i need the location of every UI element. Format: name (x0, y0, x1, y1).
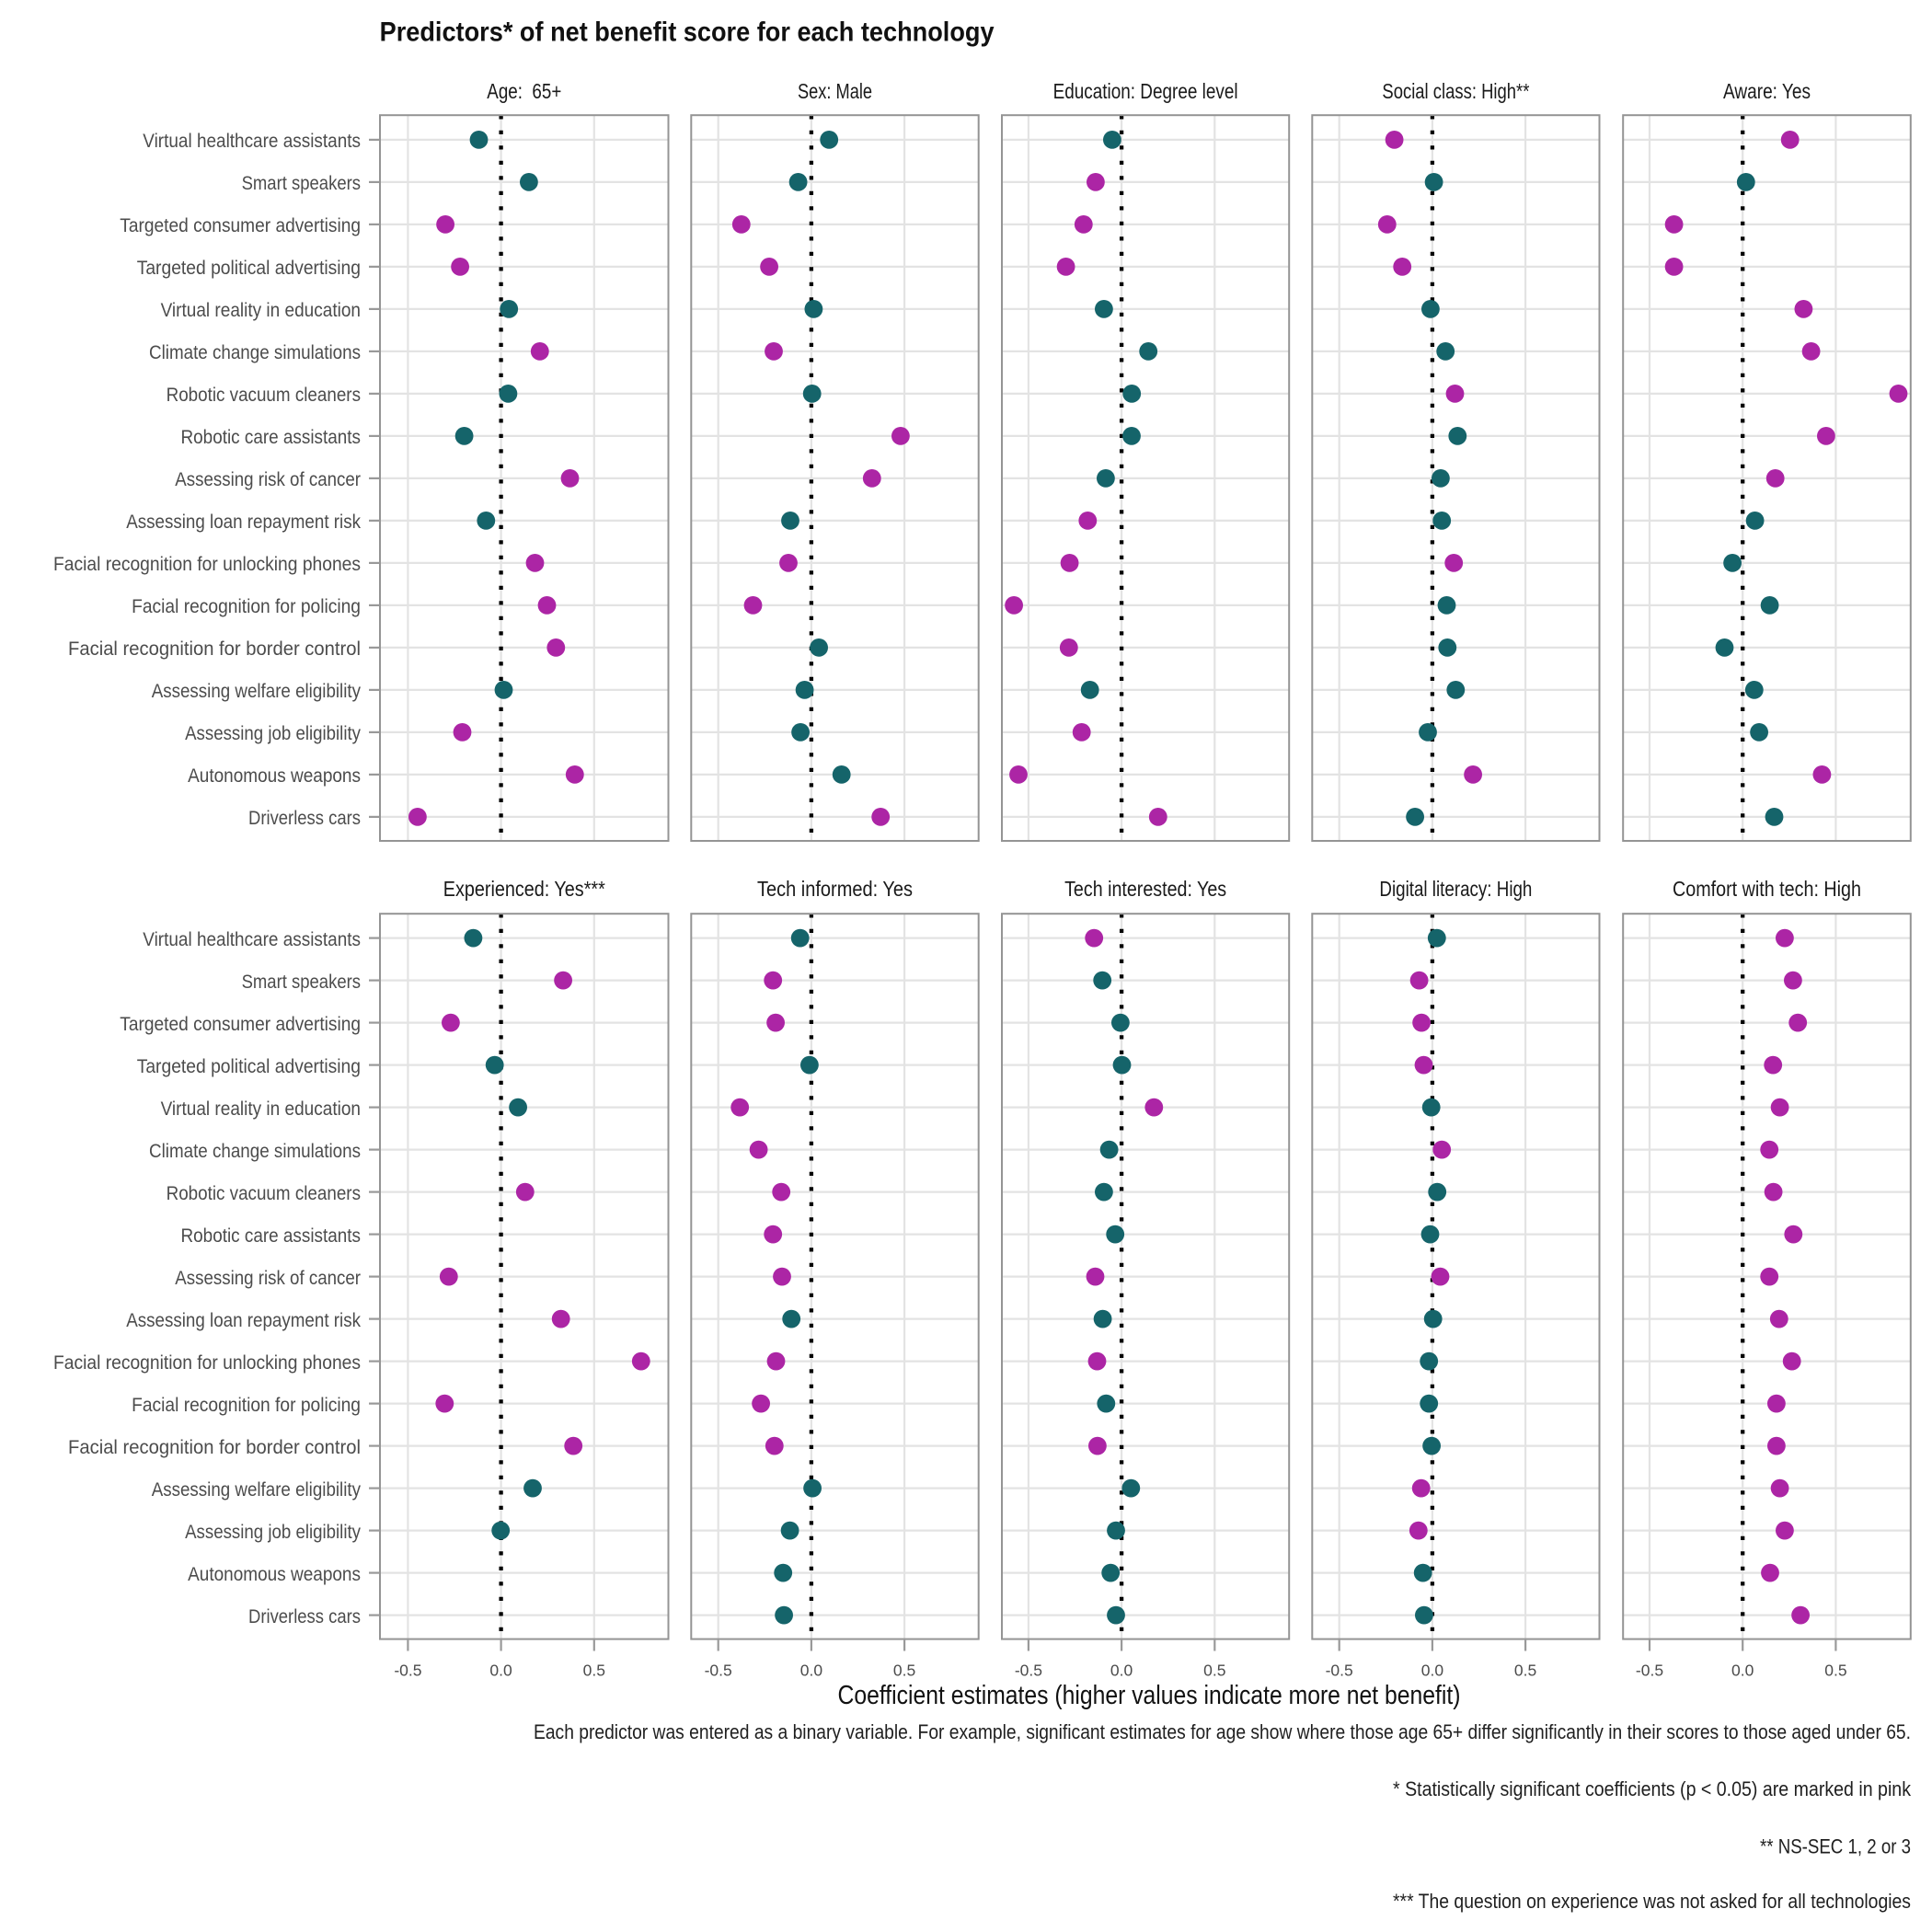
svg-text:Facial recognition for policin: Facial recognition for policing (132, 1395, 361, 1416)
svg-text:0.0: 0.0 (800, 1662, 823, 1680)
svg-text:Predictors* of net benefit sco: Predictors* of net benefit score for eac… (380, 17, 995, 48)
svg-text:-0.5: -0.5 (705, 1662, 732, 1680)
svg-text:Education: Degree level: Education: Degree level (1053, 79, 1238, 103)
svg-text:0.5: 0.5 (1824, 1662, 1846, 1680)
svg-text:Virtual healthcare assistants: Virtual healthcare assistants (143, 929, 361, 950)
svg-text:** NS-SEC 1, 2 or 3: ** NS-SEC 1, 2 or 3 (1760, 1835, 1911, 1858)
svg-text:-0.5: -0.5 (1636, 1662, 1663, 1680)
svg-text:Climate change simulations: Climate change simulations (149, 1141, 361, 1162)
svg-text:Facial recognition for border: Facial recognition for border control (68, 638, 361, 660)
svg-text:Robotic care assistants: Robotic care assistants (181, 427, 362, 448)
svg-text:Facial recognition for unlocki: Facial recognition for unlocking phones (53, 554, 361, 575)
svg-text:Assessing job eligibility: Assessing job eligibility (185, 1522, 361, 1543)
svg-text:Assessing risk of cancer: Assessing risk of cancer (175, 1268, 361, 1289)
svg-text:-0.5: -0.5 (1326, 1662, 1353, 1680)
svg-text:Tech informed: Yes: Tech informed: Yes (757, 877, 913, 901)
svg-text:Driverless cars: Driverless cars (248, 1606, 361, 1627)
svg-text:Assessing risk of cancer: Assessing risk of cancer (175, 469, 361, 490)
svg-text:Targeted political advertising: Targeted political advertising (137, 258, 361, 279)
svg-text:Coefficient estimates (higher: Coefficient estimates (higher values ind… (838, 1681, 1461, 1710)
svg-text:Autonomous weapons: Autonomous weapons (188, 765, 361, 787)
svg-text:0.0: 0.0 (1731, 1662, 1754, 1680)
svg-text:Assessing loan repayment risk: Assessing loan repayment risk (126, 512, 361, 533)
svg-text:Comfort with tech: High: Comfort with tech: High (1673, 877, 1861, 901)
svg-text:Each predictor was entered as: Each predictor was entered as a binary v… (534, 1720, 1911, 1743)
svg-text:0.5: 0.5 (583, 1662, 605, 1680)
svg-text:Robotic vacuum cleaners: Robotic vacuum cleaners (167, 1183, 361, 1204)
svg-text:Virtual reality in education: Virtual reality in education (161, 300, 361, 321)
svg-text:Assessing welfare eligibility: Assessing welfare eligibility (152, 681, 362, 702)
svg-text:0.5: 0.5 (893, 1662, 915, 1680)
svg-text:Smart speakers: Smart speakers (242, 173, 361, 194)
svg-text:Robotic vacuum cleaners: Robotic vacuum cleaners (167, 385, 361, 406)
svg-text:Virtual reality in education: Virtual reality in education (161, 1098, 361, 1120)
svg-text:Facial recognition for policin: Facial recognition for policing (132, 596, 361, 617)
svg-text:Social class: High**: Social class: High** (1382, 79, 1529, 103)
svg-text:Facial recognition for border: Facial recognition for border control (68, 1437, 361, 1458)
svg-text:Robotic care assistants: Robotic care assistants (181, 1225, 362, 1247)
svg-text:0.5: 0.5 (1514, 1662, 1536, 1680)
svg-text:Assessing welfare eligibility: Assessing welfare eligibility (152, 1479, 362, 1501)
svg-text:* Statistically significant co: * Statistically significant coefficients… (1393, 1777, 1912, 1800)
svg-text:-0.5: -0.5 (1015, 1662, 1042, 1680)
svg-text:0.5: 0.5 (1203, 1662, 1225, 1680)
svg-text:Assessing job eligibility: Assessing job eligibility (185, 723, 361, 744)
svg-text:0.0: 0.0 (1421, 1662, 1444, 1680)
svg-text:Targeted consumer advertising: Targeted consumer advertising (120, 215, 361, 236)
svg-text:Climate change simulations: Climate change simulations (149, 342, 361, 363)
svg-text:Digital literacy: High: Digital literacy: High (1379, 877, 1532, 901)
svg-text:Sex: Male: Sex: Male (798, 79, 872, 103)
svg-text:Smart speakers: Smart speakers (242, 972, 361, 993)
svg-text:-0.5: -0.5 (394, 1662, 421, 1680)
svg-text:0.0: 0.0 (489, 1662, 512, 1680)
svg-text:Targeted consumer advertising: Targeted consumer advertising (120, 1014, 361, 1035)
svg-text:Virtual healthcare assistants: Virtual healthcare assistants (143, 131, 361, 152)
svg-text:Autonomous weapons: Autonomous weapons (188, 1564, 361, 1585)
svg-text:0.0: 0.0 (1110, 1662, 1133, 1680)
svg-text:Driverless cars: Driverless cars (248, 808, 361, 829)
svg-text:Tech interested: Yes: Tech interested: Yes (1064, 877, 1226, 901)
svg-text:Assessing loan repayment risk: Assessing loan repayment risk (126, 1310, 361, 1331)
svg-text:*** The question on experience: *** The question on experience was not a… (1393, 1890, 1911, 1913)
svg-text:Facial recognition for unlocki: Facial recognition for unlocking phones (53, 1352, 361, 1374)
svg-text:Age: 65+: Age: 65+ (487, 79, 561, 103)
svg-text:Aware: Yes: Aware: Yes (1723, 79, 1811, 103)
svg-text:Targeted political advertising: Targeted political advertising (137, 1056, 361, 1077)
svg-text:Experienced: Yes***: Experienced: Yes*** (443, 877, 605, 901)
